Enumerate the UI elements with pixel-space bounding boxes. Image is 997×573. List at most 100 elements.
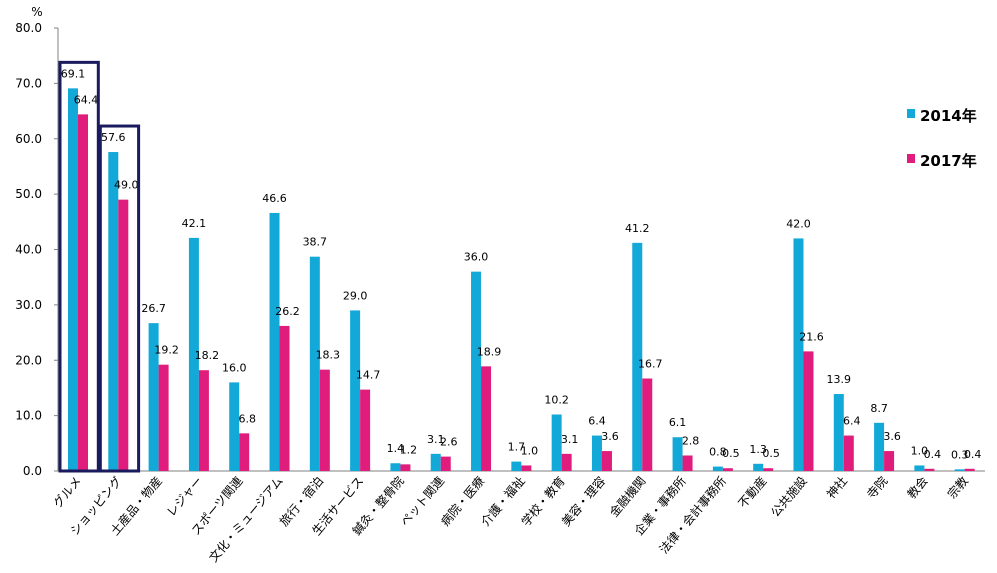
bar-2017 xyxy=(924,468,935,471)
y-axis-unit: % xyxy=(31,5,42,19)
y-axis: 0.0 10.0 20.0 30.0 40.0 50.0 60.0 70.0 80.0 xyxy=(15,21,985,478)
bar-2017 xyxy=(884,451,895,471)
data-label-2017: 2.6 xyxy=(440,436,458,449)
data-label-2017: 6.8 xyxy=(238,412,256,425)
bar-2014 xyxy=(350,310,361,471)
bar-2014 xyxy=(874,422,885,471)
data-label-2017: 3.6 xyxy=(601,430,619,443)
highlight-boxes xyxy=(58,60,141,473)
x-category-label: 教会 xyxy=(904,473,931,501)
bar-2014 xyxy=(591,435,602,471)
bar-2017 xyxy=(561,453,572,471)
data-label-2017: 21.6 xyxy=(799,330,824,343)
data-label-2017: 18.9 xyxy=(477,345,502,358)
bar-2017 xyxy=(964,468,975,471)
data-label-2017: 49.0 xyxy=(114,179,139,192)
x-category-label: 神社 xyxy=(823,473,850,501)
data-label-2014: 1.7 xyxy=(508,441,526,454)
data-label-2014: 46.6 xyxy=(262,192,287,205)
y-tick-label: 30.0 xyxy=(15,298,42,312)
bar-2014 xyxy=(551,414,562,471)
bar-2014 xyxy=(632,242,643,471)
bar-2017 xyxy=(440,456,451,471)
data-label-2014: 0.8 xyxy=(709,446,727,459)
x-category-label: 文化・ミュージアム xyxy=(206,473,286,565)
bar-2017 xyxy=(682,455,693,471)
bar-2014 xyxy=(188,237,199,471)
data-label-2014: 1.0 xyxy=(911,444,929,457)
bar-2014 xyxy=(68,88,78,471)
data-label-2017: 18.2 xyxy=(195,349,220,362)
data-label-2017: 3.1 xyxy=(561,433,579,446)
highlight-box xyxy=(98,124,141,473)
bar-2014 xyxy=(833,394,844,471)
data-label-2017: 26.2 xyxy=(275,305,300,318)
data-label-2014: 41.2 xyxy=(625,222,650,235)
data-label-2014: 8.7 xyxy=(870,402,888,415)
bar-2014 xyxy=(309,256,320,471)
data-label-2017: 64.4 xyxy=(74,93,99,106)
x-category-label: 不動産 xyxy=(735,473,770,510)
y-tick-label: 70.0 xyxy=(15,76,42,90)
data-label-2017: 1.2 xyxy=(400,443,418,456)
bar-2017 xyxy=(803,351,814,471)
data-label-2014: 10.2 xyxy=(544,394,569,407)
data-label-2014: 1.3 xyxy=(749,443,767,456)
bar-2014 xyxy=(269,212,280,471)
bar-2017 xyxy=(481,366,492,471)
bar-2017 xyxy=(642,378,653,471)
bar-2014 xyxy=(390,463,401,471)
bar-2017 xyxy=(360,389,371,471)
data-label-2017: 0.5 xyxy=(722,447,740,460)
x-category-label: レジャー xyxy=(164,474,205,519)
y-tick-label: 20.0 xyxy=(15,353,42,367)
bar-2017 xyxy=(198,370,209,471)
y-tick-label: 60.0 xyxy=(15,132,42,146)
data-label-2017: 1.0 xyxy=(521,444,539,457)
bar-2014 xyxy=(954,469,965,471)
legend-label: 2017年 xyxy=(920,152,977,170)
legend-swatch xyxy=(907,154,915,163)
data-label-2017: 18.3 xyxy=(316,349,341,362)
data-label-2017: 19.2 xyxy=(154,344,179,357)
x-category-label: グルメ xyxy=(50,474,84,511)
bar-2014 xyxy=(430,453,441,471)
bar-2017 xyxy=(118,199,129,471)
data-label-2014: 3.1 xyxy=(427,433,445,446)
data-label-2017: 0.4 xyxy=(924,448,942,461)
data-label-2014: 38.7 xyxy=(303,236,328,249)
bar-2017 xyxy=(239,433,250,471)
bar-2017 xyxy=(279,325,290,471)
bar-2014 xyxy=(511,461,522,471)
bar-2017 xyxy=(158,364,169,471)
data-label-2014: 42.0 xyxy=(786,217,811,230)
data-label-2017: 16.7 xyxy=(638,358,663,371)
bar-2014 xyxy=(793,238,804,471)
data-label-2014: 29.0 xyxy=(343,289,368,302)
data-label-2017: 6.4 xyxy=(843,415,861,428)
x-category-label: 公共施設 xyxy=(767,473,809,519)
value-labels: 69.1 64.4 57.6 49.0 26.7 19.2 42.1 18.216.0 6.8 4… xyxy=(61,67,982,461)
data-label-2014: 6.1 xyxy=(669,416,687,429)
y-tick-label: 80.0 xyxy=(15,21,42,35)
y-tick-label: 10.0 xyxy=(15,409,42,423)
bar-2014 xyxy=(471,271,482,471)
legend: 2014年 2017年 xyxy=(907,107,977,170)
y-tick-label: 0.0 xyxy=(23,464,42,478)
y-tick-label: 50.0 xyxy=(15,187,42,201)
bar-2017 xyxy=(763,468,774,471)
data-label-2017: 0.4 xyxy=(964,448,982,461)
bar-2014 xyxy=(229,382,240,471)
data-label-2014: 1.4 xyxy=(387,442,405,455)
data-label-2017: 2.8 xyxy=(682,434,700,447)
data-label-2014: 69.1 xyxy=(61,67,86,80)
data-label-2014: 42.1 xyxy=(182,217,207,230)
bar-2014 xyxy=(914,465,925,471)
bar-2017 xyxy=(78,114,88,471)
data-label-2014: 6.4 xyxy=(588,415,606,428)
bars xyxy=(68,88,975,472)
data-label-2014: 0.3 xyxy=(951,448,969,461)
y-tick-label: 40.0 xyxy=(15,243,42,257)
